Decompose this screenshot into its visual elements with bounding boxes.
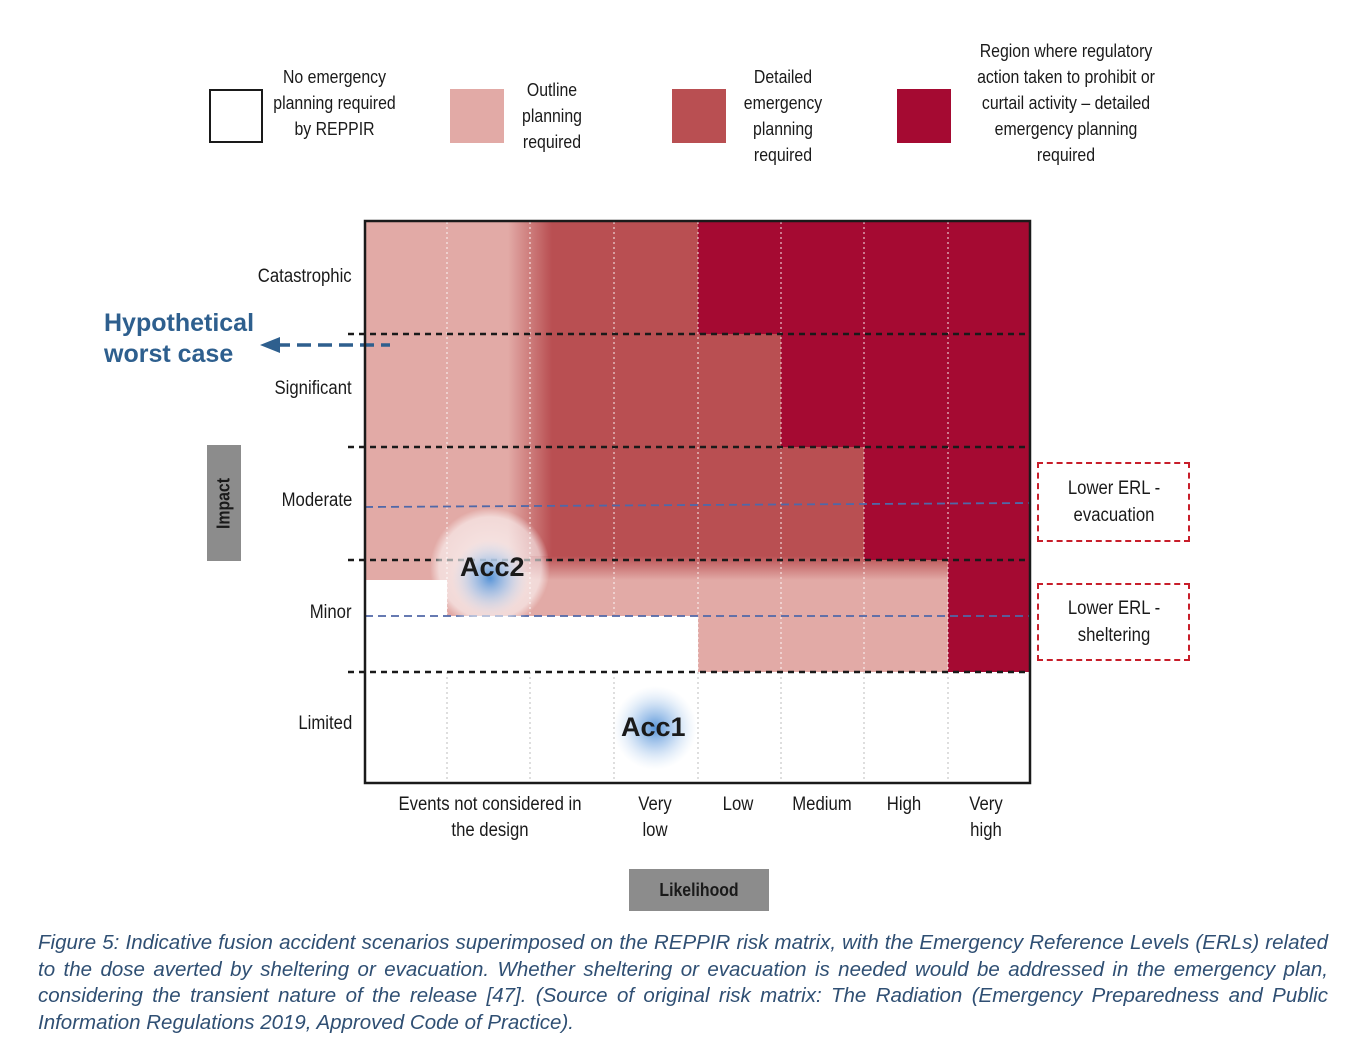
likelihood-label-very-high: Very high — [969, 794, 1003, 841]
legend-label-no-planning: No emergency planning required by REPPIR — [273, 67, 396, 139]
zone-outline-low-minor — [698, 572, 948, 672]
likelihood-label-high: High — [886, 794, 922, 815]
likelihood-label-low: Low — [722, 794, 754, 815]
legend-swatch-no-planning — [209, 89, 263, 143]
erl-evacuation-box: Lower ERL - evacuation — [1037, 462, 1190, 542]
legend-swatch-outline — [450, 89, 504, 143]
erl-sheltering-box: Lower ERL - sheltering — [1037, 583, 1190, 661]
likelihood-label-medium: Medium — [792, 794, 852, 815]
impact-label-significant: Significant — [274, 378, 352, 399]
acc2-label: Acc2 — [460, 552, 525, 582]
legend-label-outline: Outline planning required — [522, 80, 582, 152]
likelihood-axis-tag: Likelihood — [629, 869, 769, 911]
impact-label-catastrophic: Catastrophic — [258, 266, 352, 287]
impact-label-moderate: Moderate — [281, 490, 352, 511]
acc2-marker — [452, 540, 528, 616]
legend-swatch-detailed — [672, 89, 726, 143]
erl-sheltering-label: Lower ERL - sheltering — [1067, 598, 1160, 646]
legend-label-detailed: Detailed emergency planning required — [743, 67, 823, 165]
hypothetical-arrow-head — [260, 337, 280, 353]
zone-regulatory-mid — [781, 334, 1030, 447]
figure-caption: Figure 5: Indicative fusion accident sce… — [38, 931, 1328, 1034]
acc1-label: Acc1 — [621, 712, 686, 742]
impact-axis-tag: Impact — [207, 445, 241, 561]
likelihood-label-very-low: Very low — [638, 794, 672, 841]
hypothetical-worst-case-label: Hypothetical worst case — [104, 309, 255, 368]
impact-label-minor: Minor — [310, 602, 352, 623]
matrix-frame — [363, 219, 1032, 785]
impact-label-limited: Limited — [298, 713, 352, 734]
erl-evacuation-line — [364, 502, 1031, 508]
legend-label-regulatory: Region where regulatory action taken to … — [977, 41, 1155, 165]
likelihood-axis-title: Likelihood — [659, 879, 739, 900]
acc1-marker — [613, 686, 697, 770]
impact-axis-title: Impact — [213, 477, 234, 529]
likelihood-label-events: Events not considered in the design — [398, 794, 582, 841]
legend-swatch-regulatory — [897, 89, 951, 143]
erl-evacuation-label: Lower ERL - evacuation — [1067, 478, 1160, 526]
